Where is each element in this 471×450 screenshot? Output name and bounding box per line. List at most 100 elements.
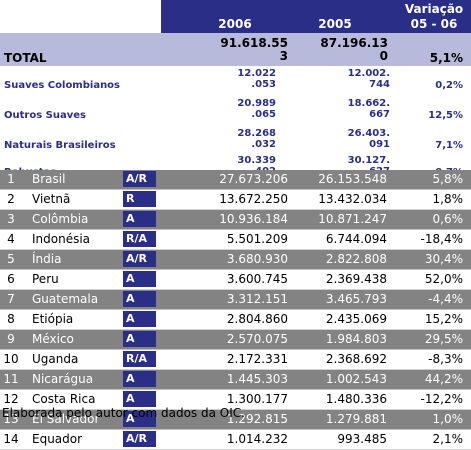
type-badge: A/R	[123, 431, 156, 447]
rank-cell: 6	[7, 272, 15, 286]
value-2006-cell: 3.600.745	[226, 272, 288, 286]
header-band	[161, 0, 471, 33]
type-badge: A	[123, 311, 156, 327]
country-cell: Nicarágua	[32, 372, 94, 386]
category-2006: 20.989.065	[237, 98, 276, 120]
value-2005-cell: 2.369.438	[325, 272, 387, 286]
value-2005-cell: 1.480.336	[325, 392, 387, 406]
variation-cell: 5,8%	[432, 172, 464, 186]
rank-cell: 12	[3, 392, 19, 406]
value-2005-cell: 10.871.247	[318, 212, 387, 226]
variation-cell: 2,1%	[432, 432, 464, 446]
country-cell: Colômbia	[32, 212, 89, 226]
value-2006-cell: 1.292.815	[226, 412, 288, 426]
variation-cell: 52,0%	[424, 272, 463, 286]
type-badge: A	[123, 211, 156, 227]
country-cell: Guatemala	[32, 292, 99, 306]
country-cell: Costa Rica	[32, 392, 96, 406]
type-badge: R	[123, 191, 156, 207]
category-label: Outros Suaves	[4, 110, 86, 121]
value-2006-cell: 10.936.184	[219, 212, 288, 226]
table-row: 3 Colômbia A 10.936.184 10.871.247 0,6%	[0, 210, 471, 230]
value-2005-cell: 1.984.803	[325, 332, 387, 346]
country-cell: Indonésia	[32, 232, 91, 246]
variation-label: Variação	[404, 2, 464, 16]
total-band	[0, 33, 471, 66]
type-badge: A	[123, 331, 156, 347]
rank-cell: 8	[7, 312, 15, 326]
category-2005: 26.403. 091	[347, 128, 390, 150]
value-2005-cell: 1.002.543	[325, 372, 387, 386]
variation-cell: 15,2%	[424, 312, 463, 326]
value-2006-cell: 3.312.151	[226, 292, 288, 306]
source-note: Elaborada pelo autor com dados da OIC.	[2, 406, 245, 420]
table-row: 11 Nicarágua A 1.445.303 1.002.543 44,2%	[0, 370, 471, 390]
rank-cell: 4	[7, 232, 15, 246]
rank-cell: 1	[7, 172, 15, 186]
table-row: 2 Vietnã R 13.672.250 13.432.034 1,8%	[0, 190, 471, 210]
country-cell: Vietnã	[32, 192, 71, 206]
table-row: 4 Indonésia R/A 5.501.209 6.744.094 -18,4%	[0, 230, 471, 250]
type-badge: A	[123, 371, 156, 387]
total-2005: 87.196.13 0	[320, 36, 388, 63]
rank-cell: 7	[7, 292, 15, 306]
value-2005-cell: 993.485	[337, 432, 387, 446]
type-badge: A/R	[123, 171, 156, 187]
rank-cell: 2	[7, 192, 15, 206]
year-2006-header: 2006	[218, 17, 252, 31]
country-cell: Etiópia	[32, 312, 74, 326]
value-2005-cell: 2.435.069	[325, 312, 387, 326]
value-2006-cell: 1.014.232	[226, 432, 288, 446]
table-row: 12 Costa Rica A 1.300.177 1.480.336 -12,2%	[0, 390, 471, 410]
variation-cell: 1,0%	[432, 412, 464, 426]
value-2006-cell: 13.672.250	[219, 192, 288, 206]
table-row: 14 Equador A/R 1.014.232 993.485 2,1%	[0, 430, 471, 450]
rank-cell: 9	[7, 332, 15, 346]
variation-cell: -12,2%	[420, 392, 463, 406]
year-2005-header: 2005	[318, 17, 352, 31]
variation-cell: -4,4%	[428, 292, 463, 306]
value-2006-cell: 2.570.075	[226, 332, 288, 346]
country-cell: Uganda	[32, 352, 79, 366]
total-2006: 91.618.55 3	[220, 36, 288, 63]
value-2006-cell: 1.445.303	[226, 372, 288, 386]
variation-cell: 29,5%	[424, 332, 463, 346]
value-2006-cell: 2.804.860	[226, 312, 288, 326]
rank-cell: 14	[3, 432, 19, 446]
table-row: 10 Uganda R/A 2.172.331 2.368.692 -8,3%	[0, 350, 471, 370]
variation-cell: 30,4%	[424, 252, 463, 266]
country-cell: Índia	[32, 252, 62, 266]
rank-cell: 5	[7, 252, 15, 266]
rank-cell: 13	[3, 412, 19, 426]
category-2006: 28.268.032	[237, 128, 276, 150]
value-2005-cell: 13.432.034	[318, 192, 387, 206]
country-cell: Equador	[32, 432, 83, 446]
type-badge: R/A	[123, 231, 156, 247]
table-row: 7 Guatemala A 3.312.151 3.465.793 -4,4%	[0, 290, 471, 310]
value-2006-cell: 1.300.177	[226, 392, 288, 406]
category-2006: 12.022.053	[237, 68, 276, 90]
value-2005-cell: 6.744.094	[325, 232, 387, 246]
category-label: Suaves Colombianos	[4, 80, 121, 91]
category-variation: 0,2%	[435, 80, 463, 91]
rank-cell: 3	[7, 212, 15, 226]
table-row: 6 Peru A 3.600.745 2.369.438 52,0%	[0, 270, 471, 290]
variation-cell: -18,4%	[420, 232, 463, 246]
value-2006-cell: 2.172.331	[226, 352, 288, 366]
category-variation: 7,1%	[435, 140, 463, 151]
type-badge: R/A	[123, 351, 156, 367]
variation-cell: 44,2%	[424, 372, 463, 386]
total-variation: 5,1%	[429, 51, 463, 65]
category-2005: 18.662. 667	[347, 98, 390, 120]
value-2005-cell: 2.368.692	[325, 352, 387, 366]
value-2006-cell: 3.680.930	[226, 252, 288, 266]
value-2005-cell: 1.279.881	[325, 412, 387, 426]
table-row: 8 Etiópia A 2.804.860 2.435.069 15,2%	[0, 310, 471, 330]
rank-cell: 10	[3, 352, 19, 366]
variation-cell: 1,8%	[432, 192, 464, 206]
value-2006-cell: 27.673.206	[219, 172, 288, 186]
type-badge: A	[123, 411, 156, 427]
table-row: 5 Índia A/R 3.680.930 2.822.808 30,4%	[0, 250, 471, 270]
category-variation: 12,5%	[428, 110, 463, 121]
